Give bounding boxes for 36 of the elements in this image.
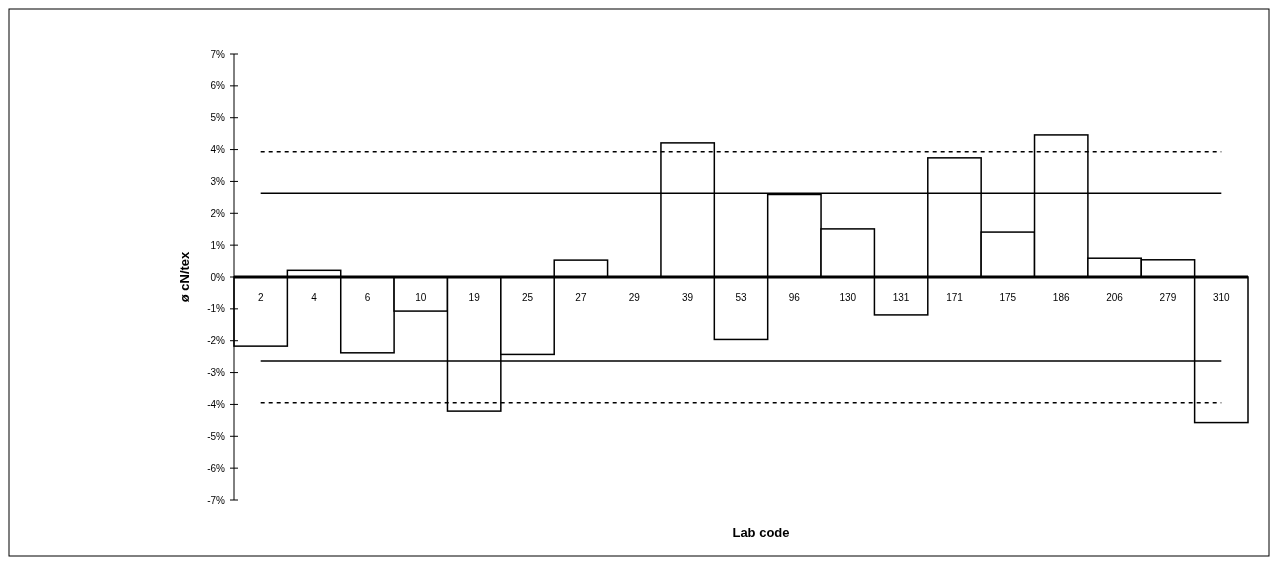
x-tick-label: 310 [1212,291,1231,303]
y-tick-label: 1% [210,239,226,251]
y-tick-label: 4% [210,144,226,156]
x-tick-label: 186 [1052,291,1070,303]
x-tick-label: 39 [682,291,694,303]
y-tick-label: -7% [207,494,226,506]
x-tick-label: 19 [468,291,481,303]
y-tick-label: 3% [210,175,226,187]
x-tick-label: 131 [892,291,910,303]
y-tick-label: -2% [207,335,226,347]
x-tick-label: 4 [311,291,318,303]
y-tick-label: 2% [210,207,226,219]
x-axis-title: Lab code [732,525,790,540]
x-tick-label: 130 [839,291,857,303]
x-tick-label: 6 [364,291,371,303]
y-axis-title: ø cN/tex [176,250,192,303]
x-tick-label: 29 [628,291,641,303]
x-tick-label: 206 [1106,291,1124,303]
y-tick-label: -4% [207,398,226,410]
x-tick-label: 279 [1159,291,1177,303]
x-tick-label: 171 [946,291,964,303]
y-tick-label: -5% [207,430,226,442]
x-tick-label: 27 [575,291,587,303]
x-tick-label: 53 [735,291,747,303]
x-tick-label: 175 [999,291,1017,303]
y-tick-label: -3% [207,367,226,379]
y-tick-label: 5% [210,112,226,124]
x-tick-label: 96 [788,291,801,303]
x-tick-label: 10 [415,291,427,303]
y-tick-label: -6% [207,462,226,474]
y-tick-label: 6% [210,80,226,92]
y-tick-label: 7% [210,48,226,60]
x-tick-label: 25 [521,291,534,303]
x-tick-label: 2 [257,291,264,303]
y-tick-label: -1% [207,303,226,315]
y-tick-label: 0% [210,271,226,283]
